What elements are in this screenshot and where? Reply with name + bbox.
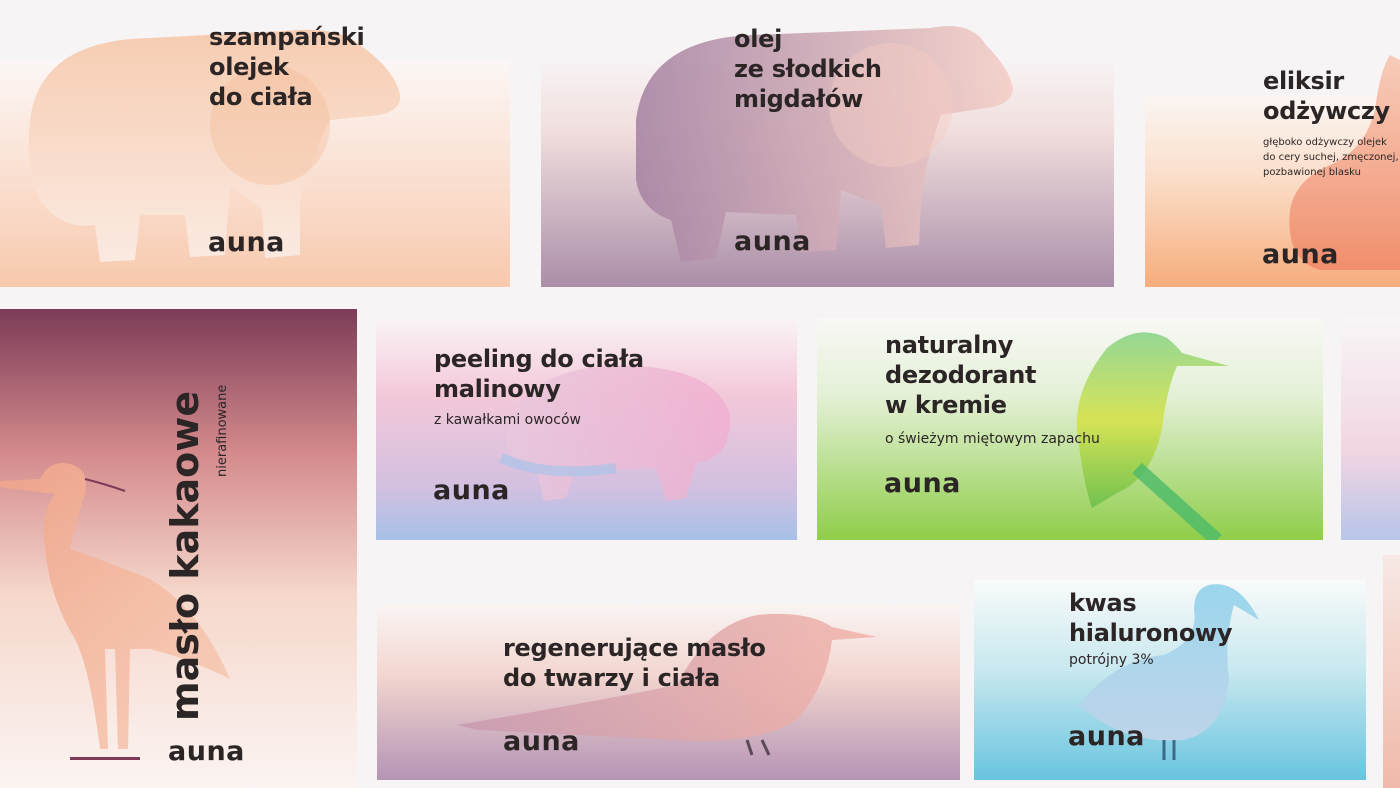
sparrow-illustration (377, 605, 960, 780)
product-card-regenerating-butter: regenerujące masło do twarzy i ciała aun… (377, 605, 960, 780)
product-subtitle: nierafinowane (215, 384, 230, 477)
product-subtitle: z kawałkami owoców (434, 412, 581, 428)
hedgehog-illustration (376, 318, 797, 540)
product-card-nourishing-elixir: eliksir odżywczy głęboko odżywczy olejek… (1145, 0, 1400, 287)
auna-logo: auna (168, 736, 245, 767)
product-card-bear-oil: szampański olejek do ciała auna (0, 0, 510, 287)
heron-illustration (0, 309, 357, 788)
product-title: naturalny dezodorant w kremie (885, 331, 1037, 419)
auna-logo: auna (503, 726, 580, 757)
auna-logo: auna (1262, 239, 1339, 270)
bear-illustration (0, 29, 510, 287)
product-title: eliksir odżywczy (1263, 67, 1390, 125)
auna-logo: auna (884, 468, 961, 499)
product-card-raspberry-peeling: peeling do ciała malinowy z kawałkami ow… (376, 318, 797, 540)
auna-logo: auna (734, 226, 811, 257)
kingfisher-illustration (817, 318, 1323, 540)
rabbit-illustration (1145, 55, 1400, 287)
product-card-almond-oil: olej ze słodkich migdałów auna (541, 0, 1114, 287)
product-card-hyaluronic-acid: kwas hialuronowy potrójny 3% auna (974, 580, 1366, 780)
product-title: szampański olejek do ciała (209, 23, 365, 111)
product-card-cream-deodorant: naturalny dezodorant w kremie o świeżym … (817, 318, 1323, 540)
product-title: peeling do ciała malinowy (434, 345, 644, 403)
auna-logo: auna (1068, 721, 1145, 752)
swan-illustration (974, 580, 1366, 780)
product-subtitle: o świeżym miętowym zapachu (885, 431, 1100, 447)
product-description: głęboko odżywczy olejek do cery suchej, … (1263, 137, 1399, 178)
auna-logo: auna (208, 227, 285, 258)
bear-illustration (541, 26, 1114, 287)
product-subtitle: potrójny 3% (1069, 652, 1154, 668)
product-card-edge-bottom (1383, 555, 1400, 788)
product-title: olej ze słodkich migdałów (734, 25, 882, 113)
product-title: masło kakaowe (163, 390, 207, 721)
product-card-cocoa-butter: masło kakaowe nierafinowane auna (0, 309, 357, 788)
product-title: kwas hialuronowy (1069, 589, 1233, 647)
product-card-edge (1341, 318, 1400, 540)
auna-logo: auna (433, 475, 510, 506)
product-title: regenerujące masło do twarzy i ciała (503, 634, 766, 692)
